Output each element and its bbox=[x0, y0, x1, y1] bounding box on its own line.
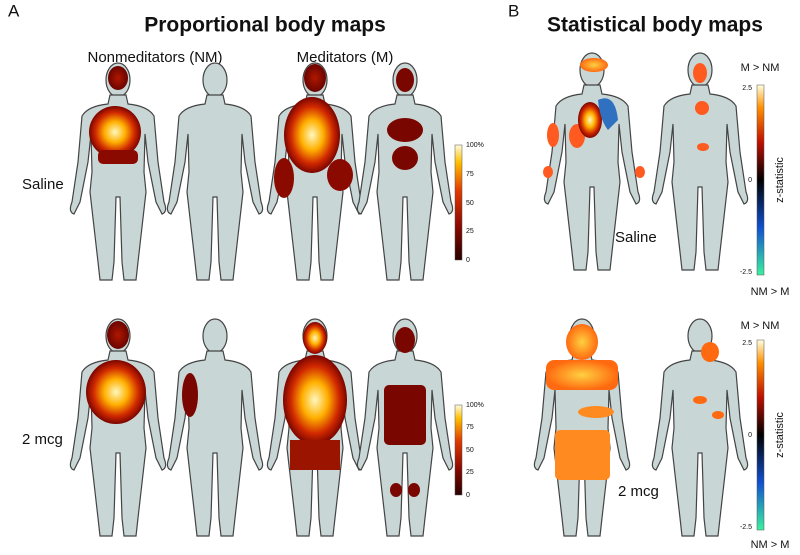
colorbar-tick: 100% bbox=[466, 402, 484, 409]
colorbar-axis-label: z-statistic bbox=[774, 412, 786, 458]
colorbar-top: M > NM bbox=[741, 320, 780, 332]
panel-label: B bbox=[508, 1, 519, 20]
column-label: Meditators (M) bbox=[297, 49, 394, 66]
panel-label: A bbox=[8, 1, 20, 20]
body-maps bbox=[533, 52, 749, 537]
colorbar-tick: 75 bbox=[466, 424, 474, 431]
colorbar-tick: 25 bbox=[466, 469, 474, 476]
colorbar-tick: 50 bbox=[466, 200, 474, 207]
row-label: 2 mcg bbox=[22, 431, 63, 448]
colorbar-bottom: NM > M bbox=[751, 286, 790, 298]
colorbar: M > NM 2.5 0 -2.5 z-statistic NM > M M >… bbox=[740, 62, 789, 551]
panel-title: Proportional body maps bbox=[144, 14, 386, 37]
body-maps bbox=[69, 62, 454, 537]
colorbar: 100% 75 50 25 0 100% 75 50 25 0 bbox=[454, 142, 484, 499]
colorbar-bottom: NM > M bbox=[751, 539, 790, 551]
colorbar-tick: 2.5 bbox=[742, 85, 752, 92]
colorbar-tick: 75 bbox=[466, 171, 474, 178]
colorbar-tick: -2.5 bbox=[740, 524, 752, 531]
colorbar-tick: -2.5 bbox=[740, 269, 752, 276]
row-label: Saline bbox=[615, 229, 657, 246]
colorbar-tick: 0 bbox=[466, 257, 470, 264]
colorbar-tick: 0 bbox=[466, 492, 470, 499]
colorbar-axis-label: z-statistic bbox=[774, 157, 786, 203]
colorbar-tick: 0 bbox=[748, 432, 752, 439]
colorbar-tick: 50 bbox=[466, 447, 474, 454]
column-label: Nonmeditators (NM) bbox=[87, 49, 222, 66]
colorbar-tick: 2.5 bbox=[742, 340, 752, 347]
row-label: 2 mcg bbox=[618, 483, 659, 500]
colorbar-top: M > NM bbox=[741, 62, 780, 74]
colorbar-tick: 100% bbox=[466, 142, 484, 149]
panel-title: Statistical body maps bbox=[547, 14, 763, 37]
row-label: Saline bbox=[22, 176, 64, 193]
colorbar-tick: 0 bbox=[748, 177, 752, 184]
colorbar-tick: 25 bbox=[466, 228, 474, 235]
